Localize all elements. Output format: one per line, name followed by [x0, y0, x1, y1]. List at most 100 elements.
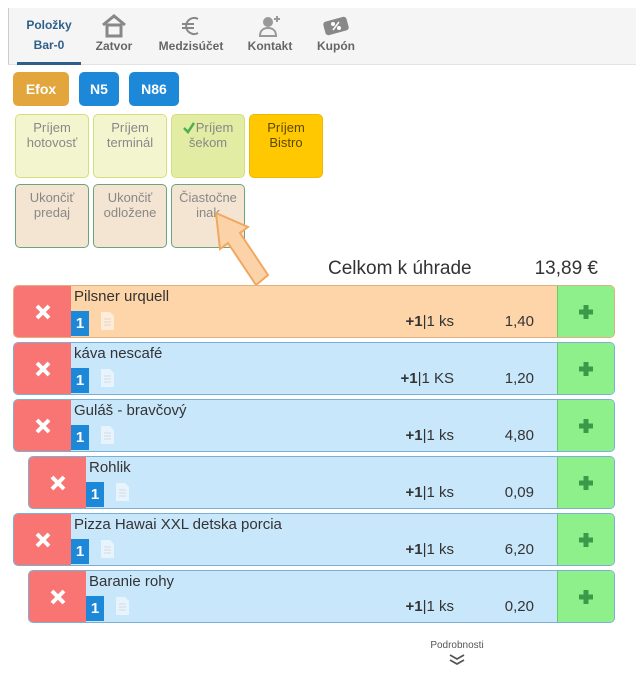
- add-item-button[interactable]: [557, 514, 614, 565]
- x-icon: [50, 475, 65, 490]
- add-item-button[interactable]: [557, 400, 614, 451]
- plus-icon: [579, 418, 593, 433]
- note-icon[interactable]: [98, 310, 116, 332]
- note-icon[interactable]: [113, 481, 131, 503]
- details-toggle[interactable]: Podrobnosti: [400, 640, 514, 666]
- delete-item-button[interactable]: [14, 400, 71, 451]
- plus-icon: [579, 532, 593, 547]
- item-name: káva nescafé: [74, 345, 163, 362]
- tab-contact-label: Kontakt: [247, 39, 293, 53]
- delete-item-button[interactable]: [14, 343, 71, 394]
- note-icon[interactable]: [98, 367, 116, 389]
- x-icon: [35, 304, 50, 319]
- chip-n86[interactable]: N86: [129, 72, 179, 106]
- pay-cash-button[interactable]: Príjem hotovosť: [15, 114, 89, 178]
- item-price: 4,80: [504, 427, 534, 444]
- unit-label: 1 ks: [426, 541, 454, 558]
- label: Príjem: [111, 120, 149, 135]
- finish-deferred-button[interactable]: Ukončiť odložene: [93, 184, 167, 248]
- label: Príjem: [195, 120, 234, 135]
- x-icon: [50, 589, 65, 604]
- delete-item-button[interactable]: [14, 286, 71, 337]
- label: Ukončiť: [29, 190, 75, 205]
- pay-terminal-button[interactable]: Príjem terminál: [93, 114, 167, 178]
- item-name: Baranie rohy: [89, 573, 175, 590]
- x-icon: [35, 361, 50, 376]
- item-amount: +1|1 ks: [405, 484, 454, 501]
- step-label[interactable]: +1: [400, 370, 418, 387]
- note-icon[interactable]: [98, 538, 116, 560]
- item-amount: +1|1 ks: [405, 541, 454, 558]
- check-icon: [182, 121, 195, 134]
- tab-subtotal[interactable]: Medzisúčet: [155, 8, 227, 65]
- plus-icon: [579, 361, 593, 376]
- coupon-icon: [309, 14, 363, 38]
- order-item-row[interactable]: Guláš - bravčový 1 +1|1 ks 4,80: [13, 399, 615, 452]
- order-item-row[interactable]: Pizza Hawai XXL detska porcia 1 +1|1 ks …: [13, 513, 615, 566]
- step-label[interactable]: +1: [405, 313, 423, 330]
- tab-subtotal-label: Medzisúčet: [158, 39, 224, 53]
- chip-efox[interactable]: Efox: [13, 72, 69, 106]
- tab-contact[interactable]: Kontakt: [243, 8, 297, 65]
- pay-check-button[interactable]: Príjem šekom: [171, 114, 245, 178]
- item-amount: +1|1 KS: [400, 370, 454, 387]
- add-item-button[interactable]: [557, 286, 614, 337]
- item-quantity-badge: 1: [86, 596, 104, 621]
- order-item-row[interactable]: Pilsner urquell 1 +1|1 ks 1,40: [13, 285, 615, 338]
- unit-label: 1 ks: [426, 313, 454, 330]
- step-label[interactable]: +1: [405, 541, 423, 558]
- tab-items-label: Položky: [26, 18, 72, 32]
- item-name: Guláš - bravčový: [74, 402, 187, 419]
- item-quantity-badge: 1: [71, 425, 89, 450]
- item-quantity-badge: 1: [86, 482, 104, 507]
- item-amount: +1|1 ks: [405, 427, 454, 444]
- label: inak: [196, 205, 220, 220]
- item-name: Rohlik: [89, 459, 131, 476]
- item-quantity-badge: 1: [71, 368, 89, 393]
- add-item-button[interactable]: [557, 343, 614, 394]
- tab-coupon[interactable]: Kupón: [309, 8, 363, 65]
- delete-item-button[interactable]: [14, 514, 71, 565]
- label: Ukončiť: [107, 190, 153, 205]
- order-item-row[interactable]: Rohlik 1 +1|1 ks 0,09: [28, 456, 615, 509]
- pointer-arrow-icon: [214, 211, 270, 287]
- add-item-button[interactable]: [557, 457, 614, 508]
- item-amount: +1|1 ks: [405, 598, 454, 615]
- item-price: 0,20: [504, 598, 534, 615]
- total-value: 13,89 €: [534, 258, 598, 279]
- unit-label: 1 ks: [426, 427, 454, 444]
- label: odložene: [103, 205, 157, 220]
- unit-label: 1 KS: [421, 370, 454, 387]
- add-item-button[interactable]: [557, 571, 614, 622]
- tab-coupon-label: Kupón: [317, 39, 355, 53]
- euro-icon: [155, 14, 227, 38]
- step-label[interactable]: +1: [405, 484, 423, 501]
- step-label[interactable]: +1: [405, 598, 423, 615]
- item-name: Pilsner urquell: [74, 288, 170, 305]
- note-icon[interactable]: [98, 424, 116, 446]
- order-item-row[interactable]: káva nescafé 1 +1|1 KS 1,20: [13, 342, 615, 395]
- plus-icon: [579, 589, 593, 604]
- tab-close-label: Zatvor: [95, 39, 133, 53]
- item-price: 0,09: [504, 484, 534, 501]
- plus-icon: [579, 475, 593, 490]
- unit-label: 1 ks: [426, 598, 454, 615]
- add-user-icon: [243, 14, 297, 38]
- delete-item-button[interactable]: [29, 457, 86, 508]
- finish-sale-button[interactable]: Ukončiť predaj: [15, 184, 89, 248]
- label: Bistro: [269, 135, 303, 150]
- item-amount: +1|1 ks: [405, 313, 454, 330]
- delete-item-button[interactable]: [29, 571, 86, 622]
- pay-bistro-button[interactable]: Príjem Bistro: [249, 114, 323, 178]
- tab-close[interactable]: Zatvor: [87, 8, 141, 65]
- house-icon: [87, 14, 141, 38]
- tab-items[interactable]: Položky Bar-0: [17, 8, 81, 65]
- top-nav: Položky Bar-0 Zatvor Medzisúčet Kontakt …: [8, 8, 636, 65]
- order-item-row[interactable]: Baranie rohy 1 +1|1 ks 0,20: [28, 570, 615, 623]
- item-quantity-badge: 1: [71, 311, 89, 336]
- chip-n5[interactable]: N5: [79, 72, 119, 106]
- label: Čiastočne: [179, 190, 237, 205]
- step-label[interactable]: +1: [405, 427, 423, 444]
- label: šekom: [188, 135, 228, 150]
- note-icon[interactable]: [113, 595, 131, 617]
